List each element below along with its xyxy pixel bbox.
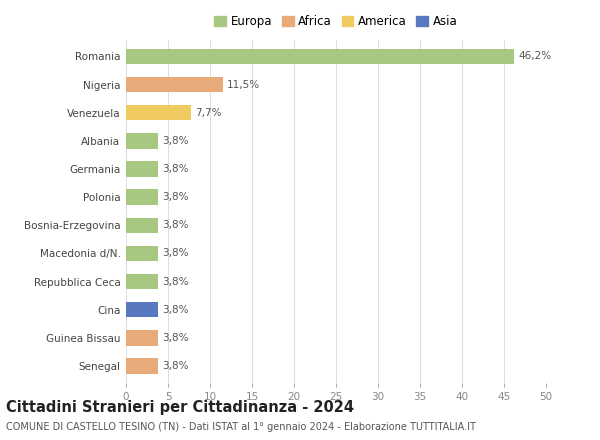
Bar bbox=[126, 189, 158, 205]
Text: 3,8%: 3,8% bbox=[162, 220, 188, 230]
Bar bbox=[126, 302, 158, 317]
Text: 3,8%: 3,8% bbox=[162, 304, 188, 315]
Text: 46,2%: 46,2% bbox=[518, 51, 551, 62]
Text: 7,7%: 7,7% bbox=[195, 108, 221, 118]
Text: 3,8%: 3,8% bbox=[162, 361, 188, 371]
Text: 3,8%: 3,8% bbox=[162, 333, 188, 343]
Legend: Europa, Africa, America, Asia: Europa, Africa, America, Asia bbox=[212, 13, 460, 30]
Bar bbox=[126, 358, 158, 374]
Bar bbox=[126, 133, 158, 149]
Bar bbox=[126, 161, 158, 177]
Text: 3,8%: 3,8% bbox=[162, 249, 188, 258]
Bar bbox=[126, 330, 158, 345]
Text: Cittadini Stranieri per Cittadinanza - 2024: Cittadini Stranieri per Cittadinanza - 2… bbox=[6, 400, 354, 415]
Bar bbox=[126, 217, 158, 233]
Bar bbox=[126, 77, 223, 92]
Bar bbox=[126, 246, 158, 261]
Text: 11,5%: 11,5% bbox=[227, 80, 260, 90]
Bar bbox=[126, 274, 158, 289]
Bar bbox=[126, 49, 514, 64]
Text: 3,8%: 3,8% bbox=[162, 192, 188, 202]
Bar bbox=[126, 105, 191, 121]
Text: COMUNE DI CASTELLO TESINO (TN) - Dati ISTAT al 1° gennaio 2024 - Elaborazione TU: COMUNE DI CASTELLO TESINO (TN) - Dati IS… bbox=[6, 422, 476, 433]
Text: 3,8%: 3,8% bbox=[162, 276, 188, 286]
Text: 3,8%: 3,8% bbox=[162, 136, 188, 146]
Text: 3,8%: 3,8% bbox=[162, 164, 188, 174]
